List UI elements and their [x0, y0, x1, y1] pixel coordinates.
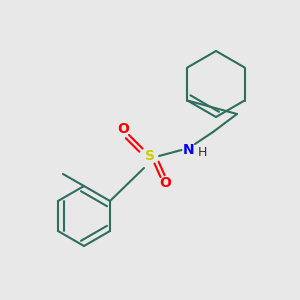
Text: H: H [198, 146, 207, 160]
Text: O: O [117, 122, 129, 136]
Text: N: N [183, 143, 195, 157]
Text: S: S [145, 149, 155, 163]
Text: O: O [159, 176, 171, 190]
